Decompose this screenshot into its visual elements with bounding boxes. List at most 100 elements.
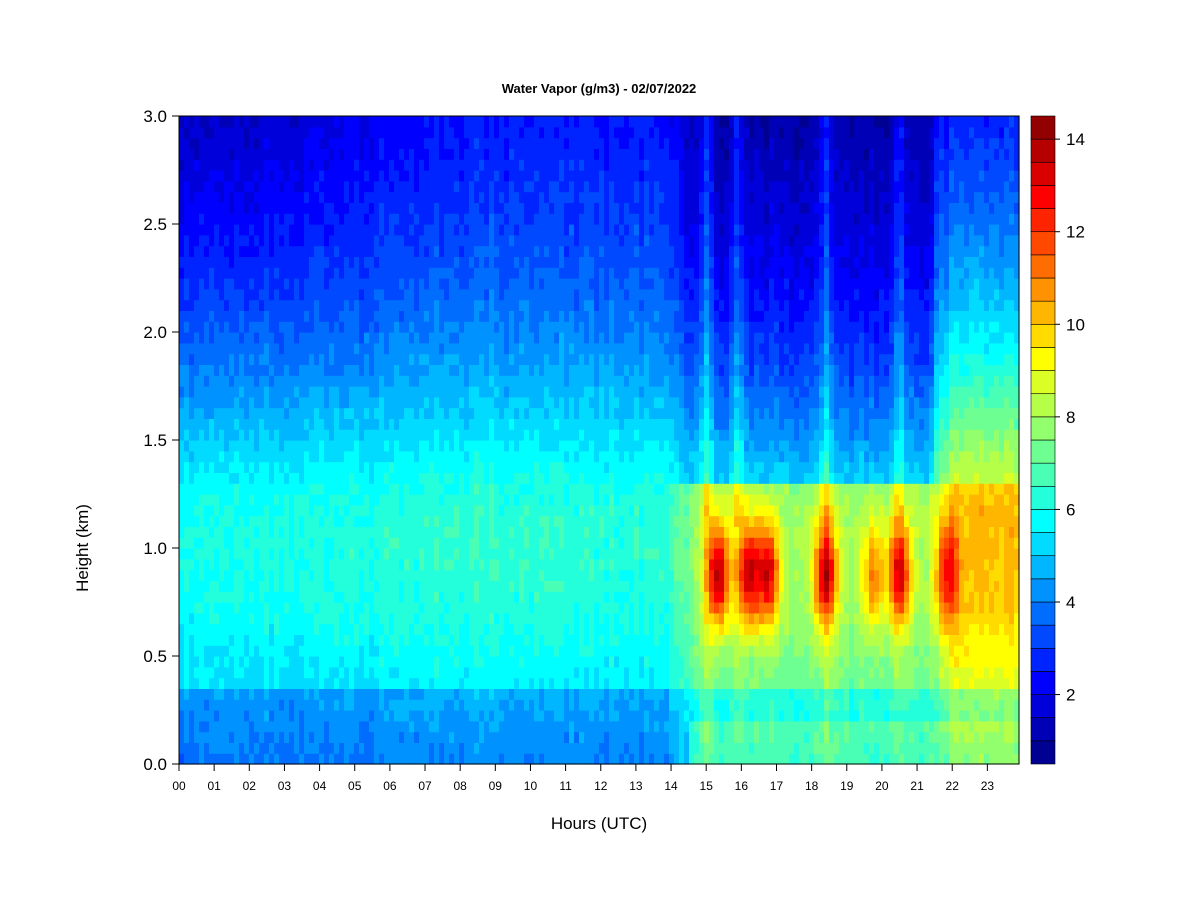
heatmap-cell — [279, 537, 285, 549]
heatmap-cell — [439, 256, 445, 268]
heatmap-cell — [464, 202, 470, 214]
heatmap-cell — [414, 483, 420, 495]
heatmap-cell — [534, 710, 540, 722]
heatmap-cell — [224, 116, 230, 128]
heatmap-cell — [234, 180, 240, 193]
heatmap-cell — [544, 116, 550, 128]
heatmap-cell — [234, 332, 240, 344]
heatmap-cell — [504, 288, 510, 301]
heatmap-cell — [464, 418, 470, 430]
heatmap-cell — [269, 591, 275, 603]
heatmap-cell — [204, 213, 210, 225]
heatmap-cell — [274, 677, 280, 689]
heatmap-cell — [559, 202, 565, 214]
heatmap-cell — [219, 515, 225, 527]
heatmap-cell — [354, 202, 360, 214]
heatmap-cell — [519, 224, 525, 236]
heatmap-cell — [469, 180, 475, 193]
heatmap-cell — [314, 656, 320, 668]
heatmap-cell — [314, 580, 320, 592]
heatmap-cell — [399, 720, 405, 733]
heatmap-cell — [579, 656, 585, 668]
heatmap-cell — [374, 245, 380, 257]
heatmap-cell — [494, 483, 500, 495]
heatmap-cell — [424, 537, 430, 549]
heatmap-cell — [354, 558, 360, 571]
heatmap-cell — [389, 234, 395, 247]
heatmap-cell — [304, 494, 310, 506]
heatmap-cell — [499, 148, 505, 160]
heatmap-cell — [384, 450, 390, 463]
heatmap-cell — [319, 299, 325, 311]
heatmap-cell — [289, 332, 295, 344]
heatmap-cell — [269, 666, 275, 679]
heatmap-cell — [494, 288, 500, 301]
heatmap-cell — [574, 666, 580, 679]
heatmap-cell — [269, 245, 275, 257]
heatmap-cell — [194, 515, 200, 527]
heatmap-cell — [534, 429, 540, 441]
heatmap-cell — [564, 623, 570, 635]
heatmap-cell — [564, 569, 570, 581]
heatmap-cell — [259, 116, 265, 128]
heatmap-cell — [209, 580, 215, 592]
heatmap-cell — [494, 720, 500, 733]
heatmap-cell — [389, 148, 395, 160]
heatmap-cell — [234, 548, 240, 560]
heatmap-cell — [349, 742, 355, 754]
heatmap-cell — [424, 288, 430, 301]
heatmap-cell — [284, 126, 290, 139]
heatmap-cell — [369, 148, 375, 160]
heatmap-cell — [224, 288, 230, 301]
heatmap-cell — [329, 720, 335, 733]
heatmap-cell — [219, 612, 225, 625]
heatmap-cell — [449, 591, 455, 603]
heatmap-cell — [464, 580, 470, 592]
heatmap-cell — [179, 504, 185, 517]
heatmap-cell — [419, 191, 425, 203]
heatmap-cell — [204, 332, 210, 344]
heatmap-cell — [309, 731, 315, 743]
heatmap-cell — [559, 634, 565, 646]
heatmap-cell — [209, 515, 215, 527]
heatmap-cell — [509, 396, 515, 409]
heatmap-cell — [424, 418, 430, 430]
heatmap-cell — [509, 256, 515, 268]
heatmap-cell — [494, 494, 500, 506]
heatmap-cell — [359, 126, 365, 139]
heatmap-cell — [509, 569, 515, 581]
heatmap-cell — [374, 731, 380, 743]
heatmap-cell — [189, 180, 195, 193]
heatmap-cell — [514, 720, 520, 733]
heatmap-cell — [499, 429, 505, 441]
heatmap-cell — [339, 267, 345, 279]
heatmap-cell — [399, 310, 405, 322]
heatmap-cell — [509, 710, 515, 722]
heatmap-cell — [419, 321, 425, 333]
heatmap-cell — [269, 353, 275, 365]
heatmap-cell — [334, 202, 340, 214]
heatmap-cell — [284, 699, 290, 711]
heatmap-cell — [239, 515, 245, 527]
heatmap-cell — [244, 396, 250, 409]
heatmap-cell — [399, 245, 405, 257]
heatmap-cell — [394, 267, 400, 279]
heatmap-cell — [334, 515, 340, 527]
heatmap-cell — [334, 440, 340, 452]
heatmap-cell — [579, 569, 585, 581]
heatmap-cell — [564, 159, 570, 171]
heatmap-cell — [314, 234, 320, 247]
heatmap-cell — [239, 299, 245, 311]
heatmap-cell — [369, 224, 375, 236]
heatmap-cell — [304, 753, 310, 765]
heatmap-cell — [389, 666, 395, 679]
heatmap-cell — [334, 278, 340, 290]
heatmap-cell — [209, 710, 215, 722]
heatmap-cell — [289, 278, 295, 290]
heatmap-cell — [499, 602, 505, 614]
heatmap-cell — [534, 634, 540, 646]
heatmap-cell — [229, 699, 235, 711]
heatmap-cell — [394, 321, 400, 333]
heatmap-cell — [474, 548, 480, 560]
heatmap-cell — [579, 353, 585, 365]
